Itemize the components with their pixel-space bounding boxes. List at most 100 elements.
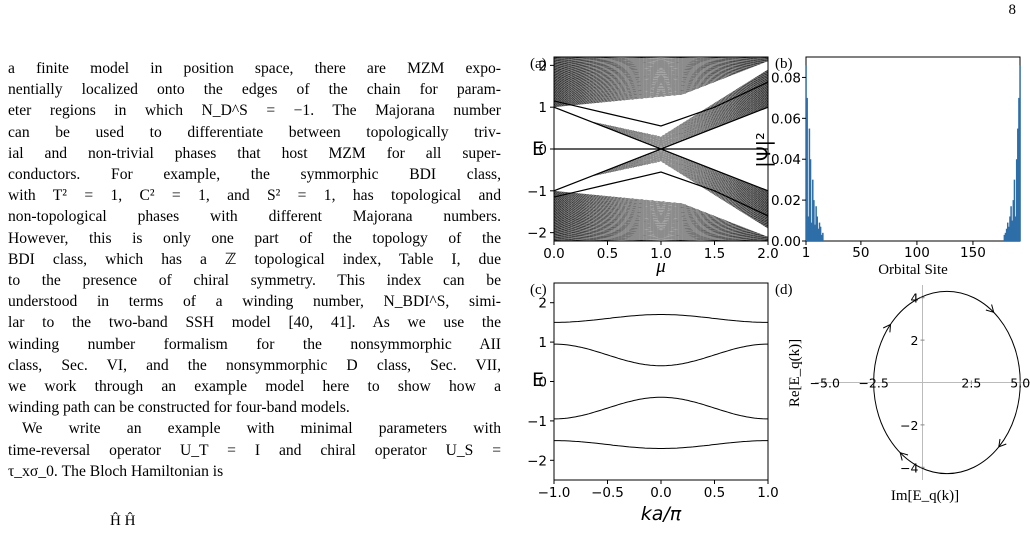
panel-a-band-curve (554, 60, 768, 69)
text-line: BDI class, which has a ℤ topological ind… (8, 250, 501, 268)
panel-b-ytick-label: 0.02 (771, 193, 801, 209)
text-line: τ_xσ_0. The Bloch Hamiltonian is (8, 462, 224, 480)
panel-a-band-curve (554, 62, 768, 71)
body-text-column: a finite model in position space, there … (8, 58, 501, 482)
panel-a-band-curve (554, 57, 768, 63)
panel-a-band-curve (554, 57, 768, 62)
panel-b-xtick-label: 1 (802, 245, 811, 261)
panel-a-series-line (554, 171, 768, 217)
panel-b-bar (816, 216, 819, 241)
panel-a-band-curve (554, 53, 768, 54)
panel-a-ytick-label: −1 (527, 184, 547, 200)
panel-a-series-line (554, 148, 768, 192)
panel-b-xtick-label: 100 (904, 245, 930, 261)
panel-b-frame (805, 56, 1021, 242)
panel-b-bar (1014, 216, 1017, 241)
panel-b-bar (805, 65, 807, 241)
panel-a-ylabel: E (532, 138, 544, 160)
panel-d: −5.0 −2.5 2.5 5.0 4 2 −2 −4 Re[E_q(k)] Im[E_q(k… (787, 285, 1030, 504)
panel-b-bar (813, 200, 815, 241)
panel-a-band-curve (554, 65, 768, 76)
panel-b-bar (809, 159, 812, 241)
panel-b-bar (814, 224, 816, 241)
panel-a-band-curve (554, 59, 768, 66)
panel-a-band-curve (554, 61, 768, 70)
panel-a-ytick-label: 1 (538, 100, 547, 116)
text-line: can be used to differentiate between top… (8, 123, 501, 141)
panel-a-band-curve (595, 239, 727, 241)
panel-label-c: (c) (530, 282, 547, 298)
panel-b-ytick-label: 0.04 (771, 152, 801, 168)
text-line: We write an example with minimal paramet… (22, 420, 501, 438)
panel-a-band-curve (554, 218, 768, 231)
panel-b-ytick-label: 0.08 (771, 70, 801, 86)
panel-b-bar (1010, 206, 1012, 241)
panel-a-band-curve (554, 67, 768, 79)
panel-d-xtick-label: 5.0 (1010, 376, 1030, 391)
panel-d-ticks: −5.0 −2.5 2.5 5.0 4 2 −2 −4 (810, 291, 1030, 476)
panel-d-arrow (998, 438, 1007, 448)
panel-c-ticks: −2 −1 0 1 2 −1.0 −0.5 0.0 0.5 1.0 (527, 296, 779, 501)
panel-b-bar (1008, 226, 1010, 241)
paragraph-2: We write an example with minimal paramet… (8, 418, 501, 482)
panel-a-xtick-label: 1.5 (704, 246, 725, 262)
panel-a-band-curve (554, 236, 768, 241)
panel-c-xtick-label: 1.0 (757, 485, 778, 501)
panel-b-bar (1013, 179, 1016, 241)
text-line: with T² = 1, C² = 1, and S² = 1, has top… (8, 187, 501, 205)
panel-a-band-curve (554, 234, 768, 240)
panel-a-band-curve (554, 64, 768, 75)
panel-a-band-curve (554, 225, 768, 235)
panel-b-bar (1015, 159, 1018, 241)
panel-b-bar (818, 222, 821, 241)
panel-a-xlabel: μ (655, 256, 666, 277)
panel-a: −2 −1 0 1 2 0.0 0.5 1.0 1.5 2.0 E μ (527, 53, 779, 277)
panel-d-arrow (899, 451, 909, 461)
panel-b-bar (1005, 228, 1008, 241)
panel-a-band-curve (554, 222, 768, 233)
panel-b-bar (1012, 200, 1015, 241)
page-number: 8 (1008, 2, 1017, 18)
text-line: lar to the two-band SSH model [40, 41]. … (8, 314, 501, 332)
panel-a-ytick-label: −2 (527, 226, 547, 242)
panel-b-xtick-label: 150 (960, 245, 986, 261)
panel-b-bar (1003, 234, 1006, 241)
paragraph-1: a finite model in position space, there … (8, 58, 501, 418)
panel-b-bar (1006, 222, 1009, 241)
panel-a-band-curve (554, 68, 768, 82)
panel-d-arrow (882, 323, 892, 333)
panel-b: 0.000.020.040.060.081 50 100 150 |Ψ|² Orbit… (753, 56, 1021, 278)
panel-d-ytick-label: 4 (911, 291, 919, 306)
panel-a-band-curve (554, 237, 768, 241)
panel-c-band-line (554, 314, 768, 323)
panel-c-ytick-label: −2 (527, 453, 547, 469)
panel-a-xtick-label: 0.5 (597, 246, 618, 262)
panel-b-ylabel: |Ψ|² (753, 132, 775, 167)
text-line: understood in terms of a winding number,… (8, 293, 501, 311)
panel-d-ylabel: Re[E_q(k)] (787, 339, 803, 407)
panel-d-arrow (985, 304, 995, 314)
panel-b-xlabel: Orbital Site (878, 262, 948, 278)
panel-a-band-curve (554, 221, 768, 233)
panel-d-axes (815, 285, 1030, 480)
panel-c-ylabel: E (532, 369, 544, 391)
panel-a-band-curve (554, 63, 768, 73)
panel-a-band-curve (554, 57, 768, 61)
panel-a-band-curve (554, 224, 768, 235)
panel-d-ytick-label: 2 (911, 333, 919, 348)
panel-a-xtick-label: 0.0 (543, 246, 564, 262)
panel-b-bar (1009, 216, 1011, 241)
text-line: to the presence of chiral symmetry. This… (8, 272, 501, 290)
panel-b-bar (815, 206, 817, 241)
panel-a-band-curve (554, 229, 768, 238)
panel-label-b: (b) (775, 56, 793, 72)
panel-b-bar (1004, 232, 1007, 241)
panel-b-ytick-label: 0.06 (771, 111, 801, 127)
panel-c-xtick-label: −1.0 (538, 485, 571, 501)
panel-a-band-curve (554, 235, 768, 241)
panel-b-bar (808, 128, 811, 241)
panel-b-bar (1019, 65, 1021, 241)
panel-a-ytick-label: 2 (538, 58, 547, 74)
panel-a-band-curve (554, 233, 768, 239)
